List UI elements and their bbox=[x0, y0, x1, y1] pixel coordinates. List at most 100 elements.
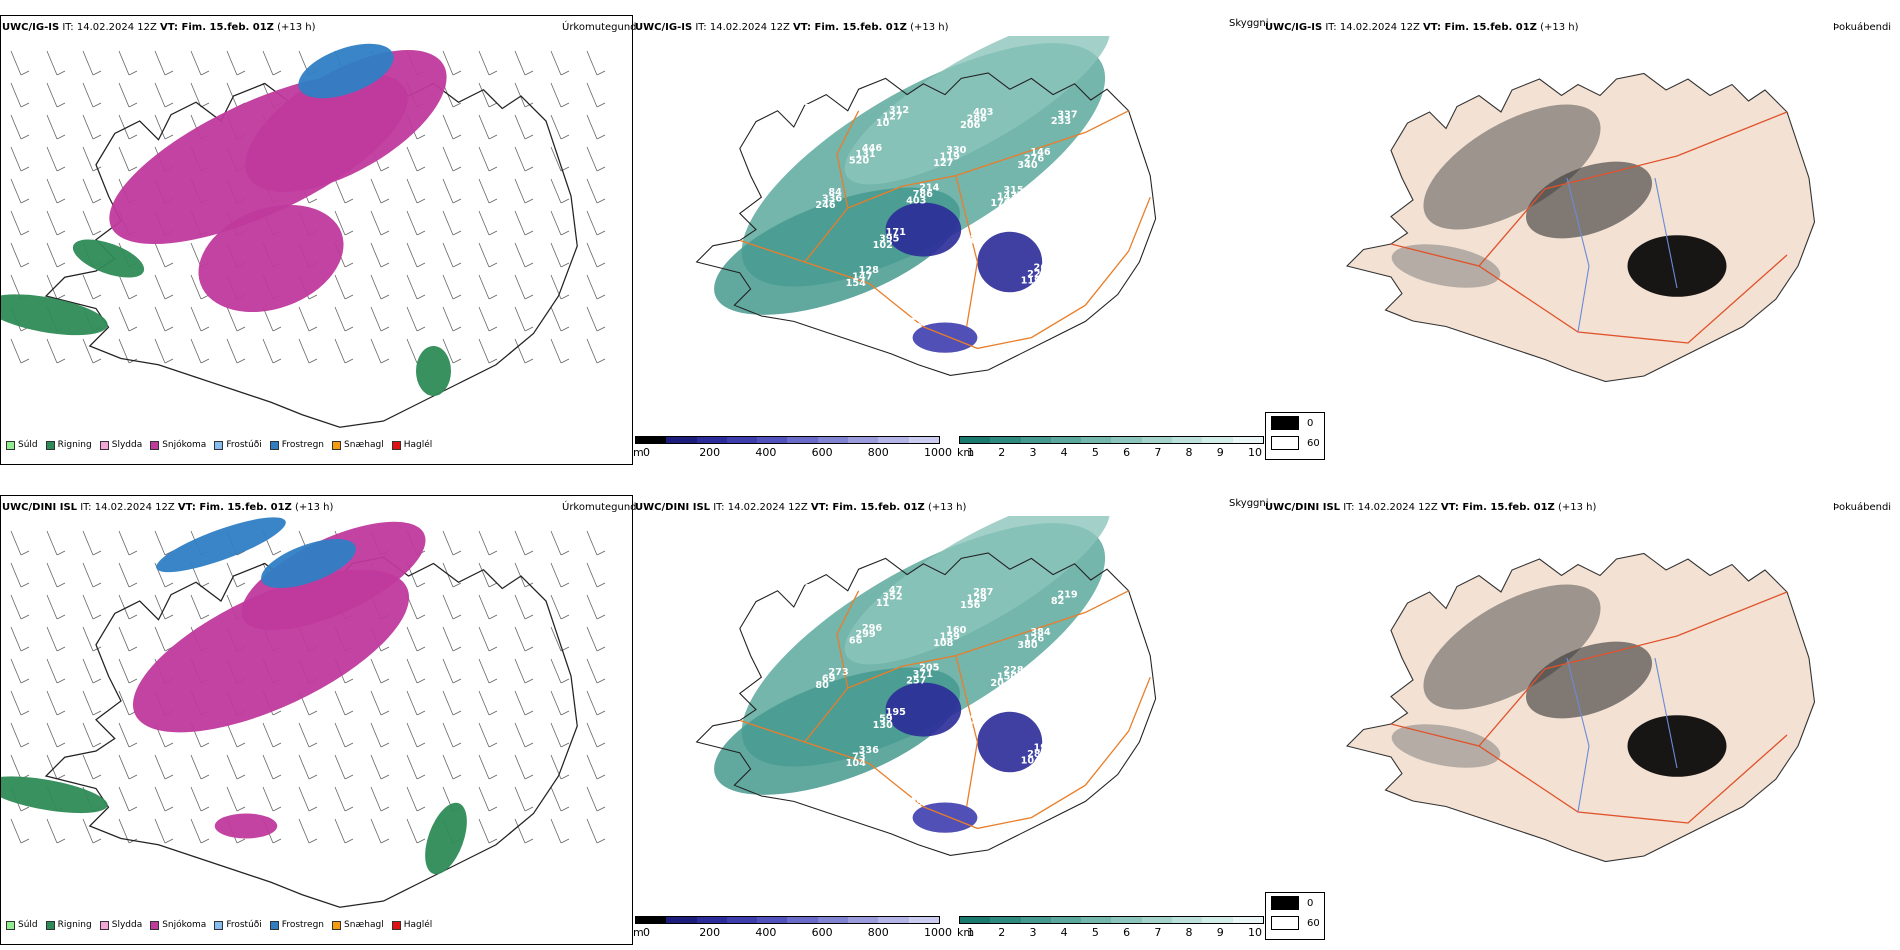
legend-swatch bbox=[6, 920, 15, 930]
ceiling-label: 273 bbox=[828, 667, 848, 678]
ceiling-label: 286 bbox=[1027, 749, 1048, 760]
legend-label: Snjókoma bbox=[162, 440, 207, 450]
ceiling-label: 217 bbox=[832, 303, 852, 314]
ceiling-label: 131 bbox=[855, 149, 876, 160]
ceiling-label: 127 bbox=[933, 158, 953, 169]
model-name: UWC/DINI ISL bbox=[2, 502, 78, 513]
colorbar-segment bbox=[636, 917, 667, 923]
visibility-tick: 4 bbox=[1060, 926, 1068, 939]
legend-item: Rigning bbox=[45, 440, 92, 450]
ceiling-label: 330 bbox=[946, 145, 967, 156]
legend-item: Snæhagl bbox=[332, 440, 384, 450]
model-name: UWC/IG-IS bbox=[2, 22, 60, 33]
ceiling-label: 146 bbox=[1030, 147, 1051, 158]
ceiling-label: 11 bbox=[876, 598, 890, 609]
legend-label: Rigning bbox=[57, 920, 92, 930]
ceiling-label: 281 bbox=[970, 229, 991, 240]
fog-legend-label: 0 bbox=[1307, 897, 1314, 909]
ceiling-label: 205 bbox=[919, 663, 940, 674]
fog-legend-swatch bbox=[1271, 916, 1299, 930]
colorbar-segment bbox=[1020, 437, 1051, 443]
panel-title-visibility: Skyggni bbox=[1229, 18, 1269, 29]
ceiling-label: 69 bbox=[822, 674, 836, 685]
ceiling-label: 156 bbox=[960, 600, 981, 611]
colorbar-segment bbox=[666, 437, 697, 443]
ceiling-tick: 1000 bbox=[924, 926, 952, 939]
ceiling-label: 403 bbox=[906, 196, 926, 207]
panel-title-precip_type: Úrkomutegund bbox=[562, 502, 637, 513]
colorbar-segment bbox=[636, 437, 667, 443]
legend-swatch bbox=[332, 440, 342, 450]
ceiling-label: 228 bbox=[1003, 665, 1024, 676]
ceiling-label: 277 bbox=[970, 709, 990, 720]
ceiling-label: 71 bbox=[930, 760, 944, 771]
panel-header: UWC/IG-IS IT: 14.02.2024 12Z VT: Fim. 15… bbox=[635, 22, 949, 34]
legend-swatch bbox=[332, 920, 342, 930]
legend-swatch bbox=[269, 440, 279, 450]
ceiling-label: 130 bbox=[1000, 307, 1021, 318]
precip-legend: Súld Rigning Slydda Snjókoma Frostúði Frostre… bbox=[6, 440, 432, 450]
panel-header: UWC/DINI ISL IT: 14.02.2024 12Z VT: Fim.… bbox=[635, 502, 966, 514]
colorbar-segment bbox=[787, 437, 818, 443]
colorbar-segment bbox=[817, 437, 849, 443]
legend-item: Rigning bbox=[45, 920, 92, 930]
visibility-tick: 5 bbox=[1091, 446, 1099, 459]
ceiling-label: 143 bbox=[997, 191, 1017, 202]
visibility-panel: UWC/IG-IS IT: 14.02.2024 12Z VT: Fim. 15… bbox=[633, 0, 1270, 470]
ceiling-label: 286 bbox=[967, 114, 988, 125]
ceiling-label: 352 bbox=[882, 591, 902, 602]
ceiling-label: 10 bbox=[876, 118, 890, 129]
ceiling-tick: 400 bbox=[755, 446, 777, 459]
ceiling-label: 171 bbox=[886, 227, 907, 238]
colorbar-segment bbox=[666, 917, 697, 923]
it-text: IT: 14.02.2024 12Z bbox=[59, 22, 161, 33]
ceiling-label: 128 bbox=[859, 265, 880, 276]
legend-item: Frostúði bbox=[214, 440, 262, 450]
ceiling-label: 108 bbox=[933, 638, 954, 649]
ceiling-label: 160 bbox=[946, 625, 967, 636]
visibility-tick: 3 bbox=[1029, 926, 1037, 939]
colorbar-segment bbox=[817, 917, 849, 923]
ceiling-label: 150 bbox=[997, 671, 1018, 682]
visibility-tick: 9 bbox=[1216, 926, 1224, 939]
visibility-tick: 8 bbox=[1185, 446, 1193, 459]
visibility-tick: 2 bbox=[998, 926, 1006, 939]
colorbar-segment bbox=[990, 917, 1021, 923]
legend-label: Frostúði bbox=[226, 440, 262, 450]
ceiling-tick: 600 bbox=[811, 446, 833, 459]
visibility-svg: 794 446 214 319 266 217 312 330 315 405 128 184 403 1… bbox=[695, 36, 1157, 376]
legend-label: Slydda bbox=[111, 440, 143, 450]
vt-text: VT: Fim. 15.feb. 01Z bbox=[160, 22, 274, 33]
visibility-tick: 7 bbox=[1154, 446, 1162, 459]
ceiling-label: 276 bbox=[1024, 154, 1045, 165]
fog-legend-row: 60 bbox=[1266, 913, 1324, 933]
ceiling-label: 119 bbox=[1021, 276, 1042, 287]
precip-type-svg bbox=[1, 43, 606, 428]
ceiling-label: 59 bbox=[879, 713, 893, 724]
ceiling-label: 70 bbox=[1054, 711, 1068, 722]
model-name: UWC/DINI ISL bbox=[635, 502, 711, 513]
lead-time: (+13 h) bbox=[1536, 22, 1579, 33]
legend-label: Snæhagl bbox=[344, 440, 384, 450]
it-text: IT: 14.02.2024 12Z bbox=[692, 22, 794, 33]
ceiling-tick: 0 bbox=[643, 926, 650, 939]
visibility-tick: 1 bbox=[967, 926, 974, 939]
legend-swatch bbox=[45, 440, 55, 450]
ceiling-label: 93 bbox=[909, 311, 923, 322]
legend-label: Súld bbox=[18, 440, 38, 450]
ceiling-label: 223 bbox=[1027, 269, 1047, 280]
fog-legend-swatch bbox=[1271, 436, 1299, 450]
panel-title-precip_type: Úrkomutegund bbox=[562, 22, 637, 33]
fog-legend-row: 60 bbox=[1266, 433, 1324, 453]
legend-swatch bbox=[99, 440, 109, 450]
ceiling-label: 152 bbox=[1054, 231, 1074, 242]
ceiling-label: 337 bbox=[1057, 109, 1077, 120]
fog-legend-swatch bbox=[1271, 896, 1299, 910]
legend-swatch bbox=[214, 440, 224, 450]
ceiling-label: 170 bbox=[990, 198, 1011, 209]
ceiling-colorbar bbox=[635, 916, 940, 924]
fog-legend-label: 0 bbox=[1307, 417, 1314, 429]
legend-item: Slydda bbox=[99, 920, 142, 930]
visibility-tick: 6 bbox=[1123, 926, 1131, 939]
vt-text: VT: Fim. 15.feb. 01Z bbox=[810, 502, 925, 513]
